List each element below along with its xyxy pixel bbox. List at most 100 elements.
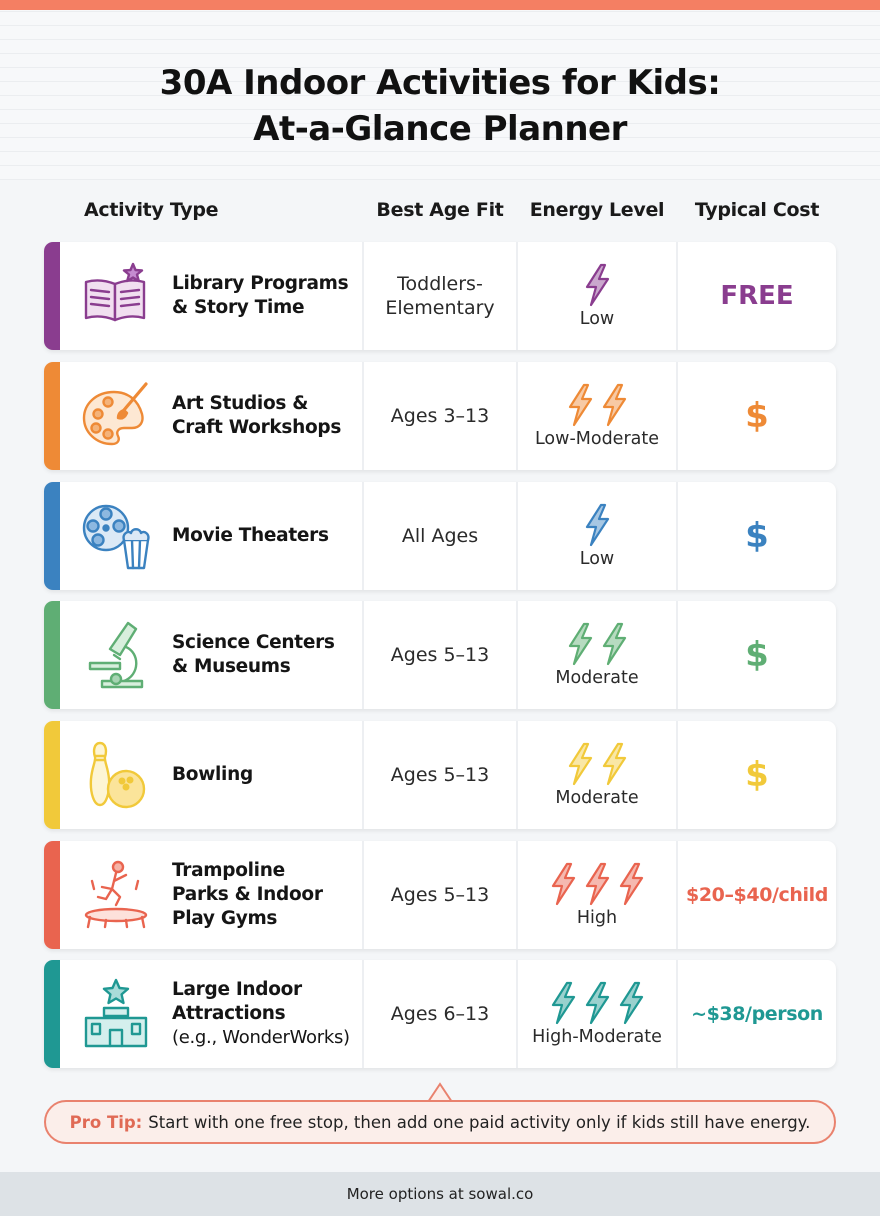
lightning-bolt-icon (619, 862, 644, 906)
pro-tip-label: Pro Tip: (69, 1112, 143, 1132)
column-header-activity: Activity Type (84, 199, 219, 221)
column-divider (362, 960, 364, 1068)
row-color-stripe (44, 841, 60, 949)
column-divider (676, 482, 678, 590)
column-header-age: Best Age Fit (376, 199, 504, 221)
typical-cost: $ (745, 516, 769, 556)
top-accent-bar (0, 0, 880, 10)
column-divider (676, 721, 678, 829)
pro-tip-text: Start with one free stop, then add one p… (148, 1112, 811, 1132)
table-row: Bowling Ages 5–13 Moderate $ (44, 721, 836, 829)
energy-label: High (576, 908, 618, 928)
typical-cost: $ (745, 755, 769, 795)
table-row: Science Centers & Museums Ages 5–13 Mode… (44, 601, 836, 709)
energy-label: Low (579, 549, 615, 569)
column-divider (516, 721, 518, 829)
column-divider (516, 362, 518, 470)
age-fit: Ages 5–13 (390, 884, 490, 906)
column-divider (676, 601, 678, 709)
bowling-pin-ball-icon (80, 739, 152, 811)
activity-name-line: & Story Time (172, 297, 305, 318)
header-background (0, 10, 880, 180)
row-color-stripe (44, 482, 60, 590)
lightning-bolt-icon (602, 742, 627, 786)
paint-palette-icon (80, 380, 152, 452)
typical-cost: $ (745, 635, 769, 675)
activity-name-line: Large Indoor (172, 979, 302, 1000)
energy-bolts (581, 503, 613, 547)
pro-tip-box: Pro Tip: Start with one free stop, then … (44, 1100, 836, 1144)
footer-link-text[interactable]: More options at sowal.co (346, 1185, 534, 1203)
column-divider (676, 960, 678, 1068)
lightning-bolt-icon (551, 981, 576, 1025)
microscope-icon (80, 619, 152, 691)
column-divider (516, 960, 518, 1068)
age-fit: Ages 6–13 (390, 1003, 490, 1025)
footer: More options at sowal.co (0, 1172, 880, 1216)
activity-name-line: Trampoline (172, 860, 285, 881)
trampoline-jumper-icon (80, 859, 152, 931)
energy-label: Moderate (555, 668, 639, 688)
lightning-bolt-icon (602, 383, 627, 427)
row-color-stripe (44, 362, 60, 470)
age-fit: Ages 5–13 (390, 644, 490, 666)
lightning-bolt-icon (602, 622, 627, 666)
table-row: Large Indoor Attractions (e.g., WonderWo… (44, 960, 836, 1068)
column-divider (676, 841, 678, 949)
activity-name-line: Attractions (172, 1003, 286, 1024)
energy-label: Low-Moderate (534, 429, 659, 449)
column-divider (362, 601, 364, 709)
age-fit: All Ages (401, 525, 479, 547)
column-divider (516, 482, 518, 590)
lightning-bolt-icon (585, 862, 610, 906)
lightning-bolt-icon (568, 622, 593, 666)
column-divider (362, 721, 364, 829)
activity-name-line: Movie Theaters (172, 525, 329, 546)
lightning-bolt-icon (551, 862, 576, 906)
energy-label: Moderate (555, 788, 639, 808)
title-line-1: 30A Indoor Activities for Kids: (159, 63, 721, 103)
table-row: Art Studios & Craft Workshops Ages 3–13 … (44, 362, 836, 470)
activity-name-line: & Museums (172, 656, 291, 677)
typical-cost: $20–$40/child (686, 884, 828, 906)
page-title: 30A Indoor Activities for Kids: At-a-Gla… (0, 60, 880, 152)
energy-bolts (564, 742, 630, 786)
column-divider (516, 841, 518, 949)
lightning-bolt-icon (568, 742, 593, 786)
row-color-stripe (44, 960, 60, 1068)
film-reel-popcorn-icon (80, 500, 152, 572)
typical-cost: ~$38/person (691, 1003, 823, 1025)
lightning-bolt-icon (585, 981, 610, 1025)
activity-name-line: Craft Workshops (172, 417, 342, 438)
activity-name-line: Science Centers (172, 632, 335, 653)
lightning-bolt-icon (585, 503, 610, 547)
column-divider (516, 601, 518, 709)
lightning-bolt-icon (568, 383, 593, 427)
lightning-bolt-icon (585, 263, 610, 307)
open-book-star-icon (80, 260, 152, 332)
column-divider (362, 482, 364, 590)
age-fit: Toddlers- Elementary (385, 273, 495, 319)
activity-name-line: Play Gyms (172, 908, 278, 929)
lightning-bolt-icon (619, 981, 644, 1025)
typical-cost: $ (745, 396, 769, 436)
column-divider (362, 841, 364, 949)
activity-name-line: Library Programs (172, 273, 349, 294)
row-color-stripe (44, 721, 60, 829)
activity-example: (e.g., WonderWorks) (172, 1027, 350, 1048)
table-row: Movie Theaters All Ages Low $ (44, 482, 836, 590)
row-color-stripe (44, 601, 60, 709)
energy-bolts (547, 981, 647, 1025)
column-divider (516, 242, 518, 350)
age-fit: Ages 3–13 (390, 405, 490, 427)
energy-bolts (581, 263, 613, 307)
column-divider (362, 242, 364, 350)
energy-bolts (564, 383, 630, 427)
column-divider (676, 362, 678, 470)
column-divider (362, 362, 364, 470)
energy-label: Low (579, 309, 615, 329)
column-header-cost: Typical Cost (694, 199, 820, 221)
table-row: Trampoline Parks & Indoor Play Gyms Ages… (44, 841, 836, 949)
column-header-energy: Energy Level (529, 199, 665, 221)
attraction-building-star-icon (80, 978, 152, 1050)
